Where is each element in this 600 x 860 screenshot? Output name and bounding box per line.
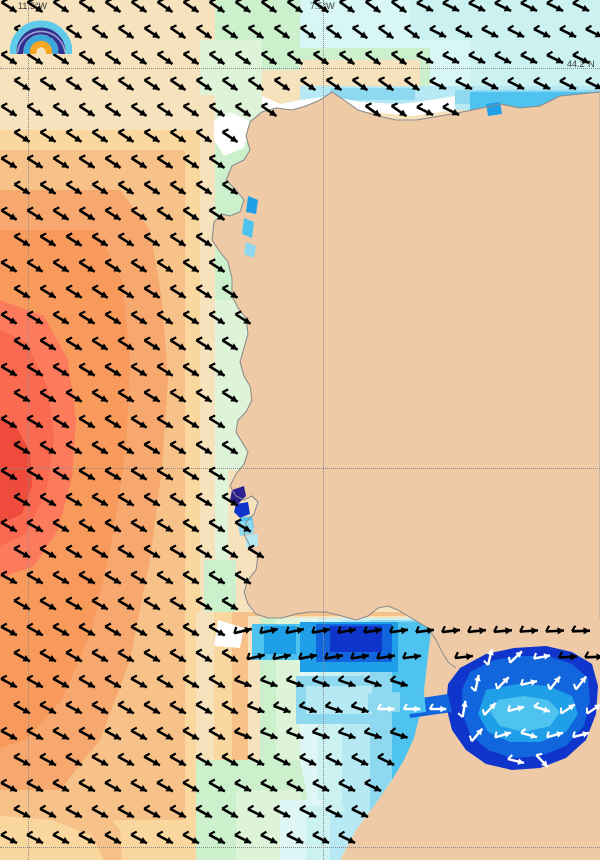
rainbow-arc-icon[interactable]: [9, 12, 73, 56]
longitude-label: 11.5°W: [18, 1, 47, 11]
longitude-label: 7.5°W: [310, 1, 335, 11]
latitude-label: 44.2°N: [567, 59, 595, 69]
